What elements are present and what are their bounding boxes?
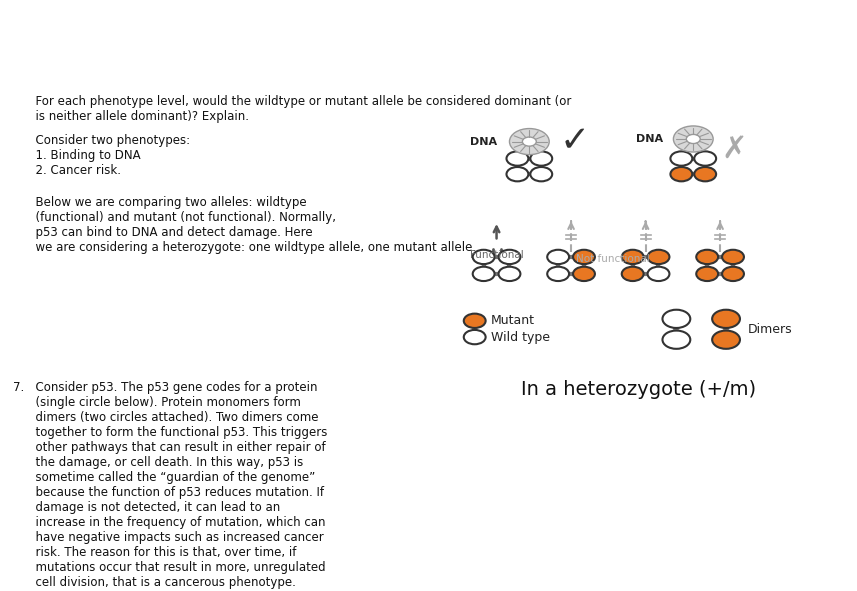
- Ellipse shape: [648, 267, 669, 281]
- Text: For each phenotype level, would the wildtype or mutant allele be considered domi: For each phenotype level, would the wild…: [13, 95, 571, 123]
- Text: Functional: Functional: [470, 251, 524, 261]
- Ellipse shape: [621, 250, 644, 264]
- Ellipse shape: [648, 250, 669, 264]
- Text: Mutant: Mutant: [490, 314, 535, 327]
- Ellipse shape: [473, 250, 494, 264]
- Ellipse shape: [621, 267, 644, 281]
- Text: 7.   Consider p53. The p53 gene codes for a protein
      (single circle below).: 7. Consider p53. The p53 gene codes for …: [13, 381, 327, 589]
- Ellipse shape: [530, 167, 552, 181]
- Ellipse shape: [674, 126, 713, 152]
- Ellipse shape: [499, 267, 520, 281]
- Ellipse shape: [712, 310, 740, 328]
- Text: Dimers: Dimers: [748, 323, 793, 336]
- Ellipse shape: [662, 310, 690, 328]
- Ellipse shape: [530, 151, 552, 165]
- Ellipse shape: [464, 330, 486, 345]
- Text: ✓: ✓: [559, 125, 590, 158]
- Ellipse shape: [506, 167, 529, 181]
- Ellipse shape: [696, 267, 718, 281]
- Ellipse shape: [464, 314, 486, 328]
- Text: Below we are comparing two alleles: wildtype
      (functional) and mutant (not : Below we are comparing two alleles: wild…: [13, 196, 476, 254]
- Ellipse shape: [548, 267, 569, 281]
- Ellipse shape: [473, 267, 494, 281]
- Ellipse shape: [686, 134, 700, 144]
- Ellipse shape: [722, 267, 744, 281]
- Ellipse shape: [573, 267, 595, 281]
- Text: DNA: DNA: [637, 134, 663, 144]
- Text: DNA: DNA: [470, 137, 498, 147]
- Ellipse shape: [722, 250, 744, 264]
- Ellipse shape: [499, 250, 520, 264]
- Ellipse shape: [670, 167, 692, 181]
- Ellipse shape: [662, 330, 690, 349]
- Text: Consider two phenotypes:
      1. Binding to DNA
      2. Cancer risk.: Consider two phenotypes: 1. Binding to D…: [13, 134, 190, 177]
- Ellipse shape: [573, 250, 595, 264]
- Ellipse shape: [509, 129, 549, 155]
- Text: ✗: ✗: [721, 135, 746, 164]
- Ellipse shape: [548, 250, 569, 264]
- Ellipse shape: [523, 137, 536, 146]
- Text: Not functional: Not functional: [576, 254, 650, 264]
- Ellipse shape: [696, 250, 718, 264]
- Text: In a heterozygote (+/m): In a heterozygote (+/m): [521, 380, 756, 399]
- Ellipse shape: [670, 151, 692, 165]
- Ellipse shape: [694, 167, 716, 181]
- Ellipse shape: [694, 151, 716, 165]
- Ellipse shape: [712, 330, 740, 349]
- Ellipse shape: [506, 151, 529, 165]
- Text: Wild type: Wild type: [490, 330, 549, 343]
